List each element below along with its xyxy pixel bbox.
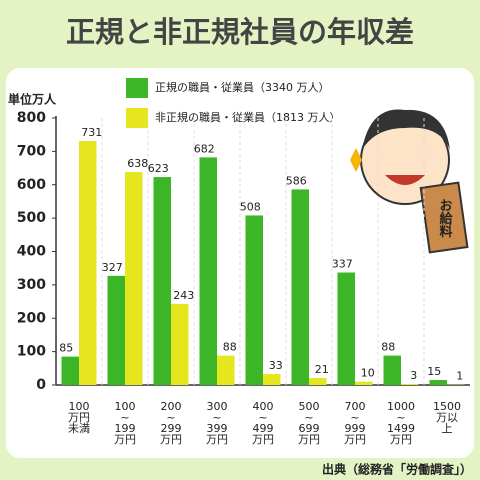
bar — [291, 189, 309, 385]
y-tick-label: 600 — [17, 177, 46, 193]
source: 出典（総務省「労働調査」） — [322, 462, 472, 477]
value-label: 15 — [427, 365, 441, 378]
chart-title: 正規と非正規社員の年収差 — [66, 15, 414, 49]
value-label: 21 — [315, 363, 329, 376]
legend-label: 非正規の職員・従業員（1813 万人） — [155, 110, 341, 124]
bar — [245, 215, 263, 385]
y-tick-label: 0 — [36, 377, 46, 393]
legend-label: 正規の職員・従業員（3340 万人） — [155, 80, 330, 94]
x-tick-label: 300 ~ 399 万円 — [206, 400, 228, 446]
value-label: 508 — [240, 200, 261, 213]
mouth — [385, 175, 425, 185]
legend-swatch — [126, 78, 148, 98]
y-tick-label: 700 — [17, 143, 46, 159]
x-tick-label: 100 万円 未満 — [68, 400, 90, 435]
bar — [355, 381, 373, 385]
value-label: 10 — [361, 367, 375, 380]
value-label: 327 — [102, 261, 123, 274]
y-tick-label: 800 — [17, 110, 46, 126]
value-label: 623 — [148, 162, 169, 175]
bar — [153, 177, 171, 385]
bar — [337, 272, 355, 385]
value-label: 88 — [381, 341, 395, 354]
value-label: 33 — [269, 359, 283, 372]
bar — [217, 355, 235, 385]
bar — [125, 172, 143, 385]
value-label: 586 — [286, 174, 307, 187]
bar — [79, 141, 97, 385]
bar — [263, 373, 281, 385]
value-label: 337 — [332, 258, 353, 271]
y-tick-label: 300 — [17, 277, 46, 293]
value-label: 1 — [456, 370, 463, 383]
bar — [401, 383, 419, 385]
x-tick-label: 100 ~ 199 万円 — [114, 400, 136, 446]
y-tick-label: 400 — [17, 244, 46, 260]
x-tick-label: 200 ~ 299 万円 — [160, 400, 182, 446]
y-tick-label: 200 — [17, 310, 46, 326]
bar — [429, 379, 447, 385]
value-label: 243 — [173, 289, 194, 302]
sparkle — [350, 148, 362, 172]
bar — [107, 275, 125, 385]
bar — [61, 356, 79, 385]
y-tick-label: 100 — [17, 344, 46, 360]
value-label: 85 — [59, 342, 73, 355]
bar — [171, 303, 189, 385]
value-label: 3 — [410, 369, 417, 382]
y-axis-label: 単位万人 — [8, 92, 57, 107]
value-label: 638 — [127, 157, 148, 170]
x-tick-label: 500 ~ 699 万円 — [298, 400, 320, 446]
envelope — [419, 181, 469, 254]
y-tick-label: 500 — [17, 210, 46, 226]
hair — [362, 109, 450, 150]
x-tick-label: 400 ~ 499 万円 — [252, 400, 274, 446]
envelope-text: お給料 — [437, 199, 453, 239]
value-label: 731 — [81, 126, 102, 139]
x-tick-label: 1000 ~ 1499 万円 — [387, 400, 415, 446]
x-tick-label: 1500 万以 上 — [433, 400, 461, 435]
bar — [309, 377, 327, 385]
value-label: 88 — [223, 341, 237, 354]
bar — [199, 157, 217, 385]
legend-swatch — [126, 108, 148, 128]
bar — [383, 355, 401, 385]
value-label: 682 — [194, 142, 215, 155]
illustration: お給料 — [350, 109, 469, 254]
x-tick-label: 700 ~ 999 万円 — [344, 400, 366, 446]
